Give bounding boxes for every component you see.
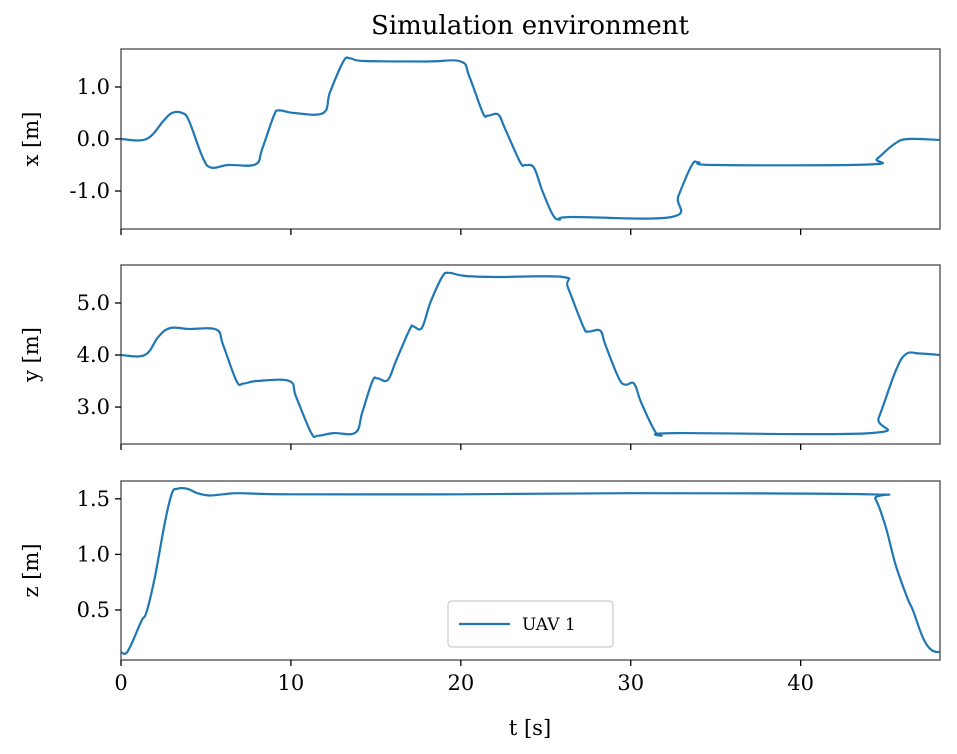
x-tick-label: 20 [447,671,474,695]
plot-frame [120,48,941,230]
y-axis-label-y: y [m] [19,327,43,383]
y-tick-label: 0.5 [77,598,110,622]
legend-label: UAV 1 [522,615,576,635]
chart-title: Simulation environment [371,11,690,41]
series-line-z [120,487,941,655]
y-tick-label: -1.0 [70,179,111,203]
series-line-y [120,271,941,439]
y-tick-label: 1.5 [77,487,110,511]
x-tick-label: 10 [278,671,305,695]
x-tick-label: 40 [787,671,814,695]
panel-x: 1.0 0.0 -1.0 x [m] [19,48,941,235]
series-line-x [120,56,941,221]
panel-z: 1.5 1.0 0.5 0 10 20 30 40 z [m] UAV 1 [19,480,941,695]
y-tick-label: 4.0 [77,343,110,367]
y-tick-label: 5.0 [77,291,110,315]
y-tick-label: 1.0 [77,542,110,566]
panel-y: 5.0 4.0 3.0 y [m] [19,264,941,450]
plot-frame [120,480,941,661]
x-axis-label: t [s] [509,716,551,740]
y-axis-label-z: z [m] [19,543,43,597]
y-tick-label: 3.0 [77,395,110,419]
legend: UAV 1 [447,600,614,648]
plot-frame [120,264,941,445]
y-tick-label: 0.0 [77,127,110,151]
x-tick-label: 30 [617,671,644,695]
y-axis-label-x: x [m] [19,112,43,167]
y-tick-label: 1.0 [77,75,110,99]
x-tick-label: 0 [114,671,127,695]
